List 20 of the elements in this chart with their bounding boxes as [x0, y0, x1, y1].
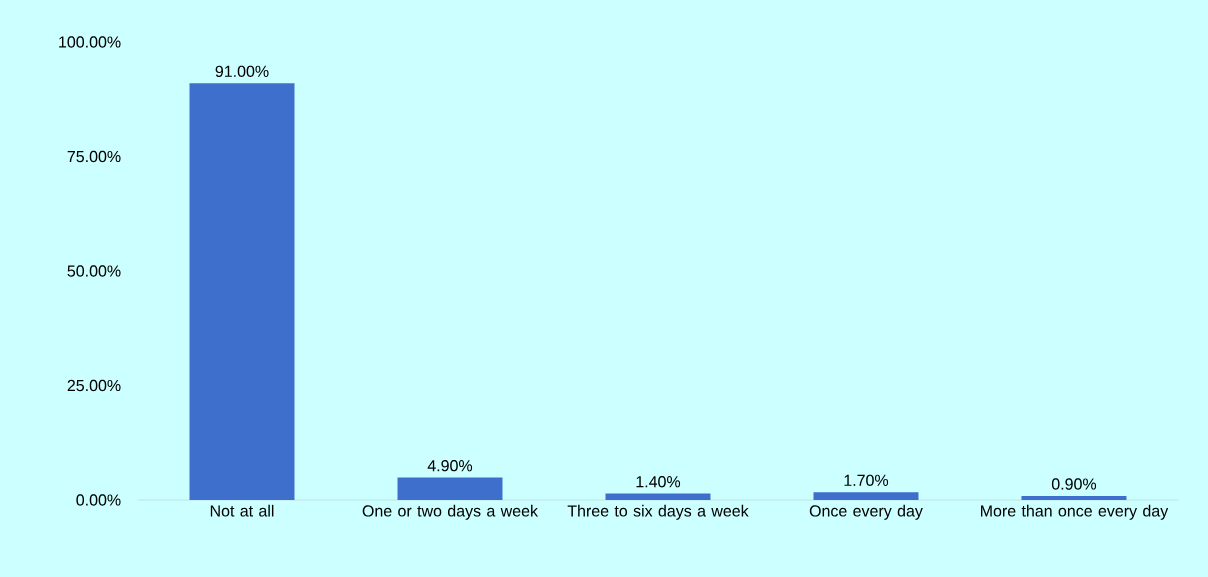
bar	[605, 493, 711, 500]
x-tick-label: One or two days a week	[362, 504, 539, 520]
bar	[813, 492, 919, 500]
y-tick-label: 0.00%	[76, 494, 121, 506]
y-tick-label: 75.00%	[67, 150, 121, 163]
y-tick-label: 50.00%	[67, 265, 121, 277]
bar	[397, 477, 503, 500]
x-tick-label: More than once every day	[981, 504, 1169, 520]
x-tick-label: Once every day	[809, 504, 923, 520]
x-tick-label: Not at all	[210, 504, 274, 517]
bar	[189, 83, 295, 500]
y-tick-label: 25.00%	[67, 379, 121, 392]
data-label: 1.40%	[636, 476, 681, 488]
x-tick-label: Three to six days a week	[567, 504, 749, 520]
data-label: 4.90%	[427, 460, 473, 472]
data-label: 91.00%	[215, 65, 269, 78]
data-label: 0.90%	[1051, 478, 1097, 490]
bar	[1021, 495, 1127, 500]
data-label: 1.70%	[844, 474, 889, 487]
y-tick-label: 100.00%	[59, 36, 121, 48]
